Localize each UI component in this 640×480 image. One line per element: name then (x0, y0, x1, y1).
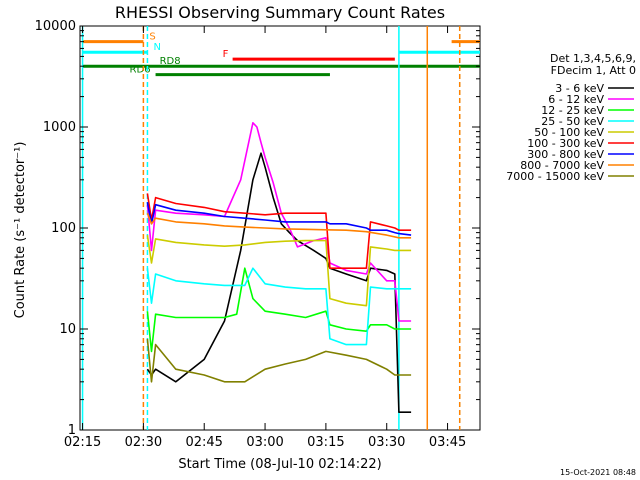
legend-entry-label: 12 - 25 keV (541, 104, 604, 117)
series-line (146, 267, 412, 346)
status-bars: SN F RD8 RD6 (82, 32, 480, 77)
y-tick-label: 10000 (35, 19, 76, 34)
vertical-markers (81, 26, 461, 430)
series-line (146, 212, 412, 239)
y-tick-label: 100 (51, 221, 76, 236)
legend: Det 1,3,4,5,6,9,FDecim 1, Att 0 3 - 6 keV… (506, 52, 636, 183)
legend-entry-label: 50 - 100 keV (534, 126, 604, 139)
y-axis-label: Count Rate (s⁻¹ detector⁻¹) (13, 142, 28, 319)
legend-header: Det 1,3,4,5,6,9, (550, 52, 636, 65)
status-bar-label: RD6 (130, 65, 151, 76)
legend-entry-label: 3 - 6 keV (555, 82, 604, 95)
status-bar-label: N (153, 42, 160, 53)
x-tick-label: 02:15 (64, 435, 101, 450)
series-line (146, 193, 412, 270)
x-tick-label: 03:15 (307, 435, 344, 450)
y-tick-label: 1000 (43, 120, 76, 135)
x-tick-label: 03:00 (246, 435, 283, 450)
x-tick-label: 02:45 (185, 435, 222, 450)
x-tick-label: 03:45 (429, 435, 466, 450)
y-tick-label: 10 (59, 322, 76, 337)
timestamp: 15-Oct-2021 08:48 (560, 468, 636, 477)
legend-entry-label: 300 - 800 keV (527, 148, 604, 161)
x-axis-label: Start Time (08-Jul-10 02:14:22) (178, 457, 381, 472)
legend-entry-label: 100 - 300 keV (527, 137, 604, 150)
series-line (146, 202, 412, 236)
legend-entry-label: 800 - 7000 keV (520, 159, 604, 172)
series-line (146, 234, 412, 307)
series-line (146, 267, 412, 353)
x-tick-label: 02:30 (125, 435, 162, 450)
x-tick-label: 03:30 (368, 435, 405, 450)
data-series (146, 122, 412, 414)
status-bar-label: RD8 (160, 56, 181, 67)
legend-header: FDecim 1, Att 0 (551, 64, 636, 77)
axis-ticks: 02:15 02:30 02:45 03:00 03:15 03:30 03:45 1 10 10… (35, 19, 480, 450)
status-bar-label: S (149, 32, 155, 43)
status-bar-label: F (223, 49, 229, 60)
legend-entry-label: 6 - 12 keV (548, 93, 604, 106)
legend-entry-label: 25 - 50 keV (541, 115, 604, 128)
y-tick-label: 1 (68, 423, 76, 438)
series-line (146, 338, 412, 383)
legend-entry-label: 7000 - 15000 keV (506, 170, 604, 183)
chart-title: RHESSI Observing Summary Count Rates (115, 3, 445, 22)
